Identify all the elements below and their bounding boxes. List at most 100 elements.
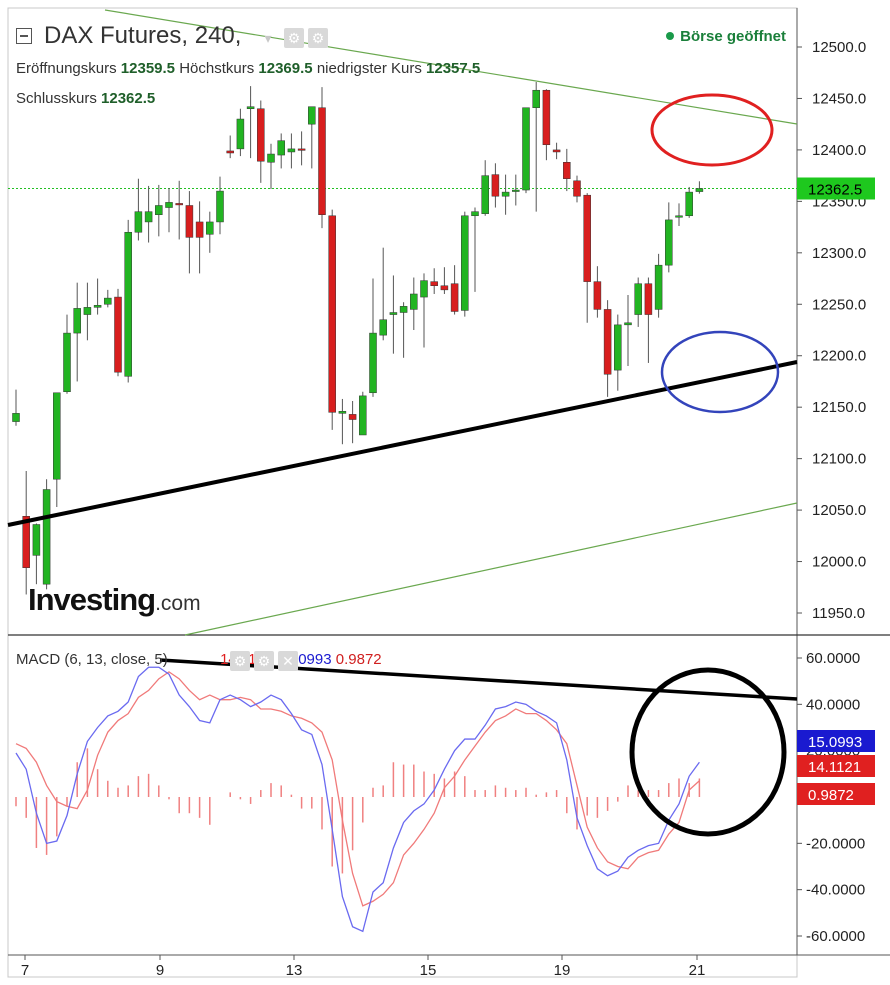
macd-tick-label: 40.0000 [806, 696, 860, 713]
candle-body [695, 188, 704, 192]
macd-header: MACD (6, 13, close, 5) 14.1121 15.0993 0… [16, 651, 382, 668]
candle-body [114, 296, 122, 373]
candle-body [440, 285, 449, 291]
macd-value-3: 0.9872 [335, 651, 382, 668]
lower-channel-line [184, 502, 798, 636]
candle-body [63, 332, 71, 392]
close-label: Schlusskurs [16, 90, 97, 107]
candle-body [22, 516, 30, 568]
candle-body [257, 108, 265, 162]
time-tick-label: 21 [689, 962, 706, 979]
candle-body [348, 414, 357, 420]
dropdown-icon[interactable]: ▾ [264, 30, 272, 46]
candle-body [216, 190, 224, 223]
candle-body [12, 413, 20, 422]
candle-body [491, 174, 500, 197]
macd-close-icon[interactable]: ✕ [278, 651, 298, 671]
candle-body [175, 203, 183, 206]
support-trend-line [7, 360, 798, 527]
candle-body [318, 107, 326, 215]
candle-body [277, 140, 285, 156]
macd-label: MACD (6, 13, close, 5) [16, 651, 168, 668]
chart-title: DAX Futures, 240, [44, 22, 242, 49]
candle-body [593, 281, 602, 310]
candle-body [389, 312, 398, 315]
time-tick-label: 13 [286, 962, 303, 979]
price-tick-label: 11950.0 [812, 605, 865, 622]
candle-body [359, 395, 367, 436]
candle-body [369, 332, 377, 394]
candle-body [185, 205, 194, 238]
candle-body [450, 283, 459, 312]
candle-body [634, 283, 642, 315]
close-row: Schlusskurs 12362.5 [16, 90, 155, 107]
candle-body [644, 283, 653, 315]
macd-value-badge-label: 0.9872 [808, 787, 854, 804]
settings-icon[interactable]: ⚙ [308, 28, 328, 48]
low-label: niedrigster Kurs [316, 60, 422, 77]
candle-body [542, 89, 551, 146]
candle-body [144, 211, 153, 223]
price-tick-label: 12100.0 [812, 451, 866, 468]
chart-frame [7, 7, 798, 978]
macd-value-badge [797, 730, 875, 752]
candle-body [624, 322, 632, 326]
candle-body [246, 106, 255, 109]
macd-value-badge [797, 755, 875, 777]
macd-tick-label: -20.0000 [806, 835, 865, 852]
candle-body [308, 106, 316, 125]
candle-body [32, 524, 41, 556]
candle-body [430, 281, 438, 286]
macd-value-badge-label: 15.0993 [808, 734, 862, 751]
gear-icon[interactable]: ⚙ [284, 28, 304, 48]
high-label: Höchstkurs [179, 60, 255, 77]
candle-body [124, 231, 132, 377]
candle-body [512, 189, 520, 192]
macd-value-badge-label: 14.1121 [808, 759, 861, 776]
price-tick-label: 12400.0 [812, 142, 866, 159]
signal-line [15, 671, 700, 907]
macd-tick-label: 60.0000 [806, 650, 860, 667]
candle-body [155, 205, 163, 215]
candle-body [42, 489, 51, 585]
time-tick-label: 15 [420, 962, 437, 979]
last-price-badge [797, 177, 875, 200]
candle-body [206, 221, 214, 235]
candle-body [522, 107, 530, 191]
logo-suffix: .com [155, 592, 201, 615]
time-tick-label: 9 [156, 962, 164, 979]
macd-line [15, 666, 700, 933]
price-tick-label: 12200.0 [812, 348, 866, 365]
ohlc-row: Eröffnungskurs 12359.5 Höchstkurs 12369.… [16, 60, 480, 77]
collapse-icon[interactable] [16, 28, 32, 44]
blue-circle-annotation [660, 330, 780, 414]
candle-body [53, 392, 61, 480]
candle-body [165, 202, 173, 208]
candle-body [675, 215, 683, 218]
candle-body [83, 307, 92, 315]
low-value: 12357.5 [426, 60, 481, 77]
macd-gear-icon[interactable]: ⚙ [230, 651, 250, 671]
price-tick-label: 12150.0 [812, 399, 866, 416]
candle-body [379, 319, 387, 336]
candle-body [236, 118, 245, 150]
market-status: Börse geöffnet [666, 28, 786, 45]
candle-body [471, 211, 479, 217]
macd-tick-label: -40.0000 [806, 882, 865, 899]
candle-body [338, 411, 347, 414]
price-tick-label: 12250.0 [812, 296, 866, 313]
candle-body [501, 191, 510, 197]
price-tick-label: 12500.0 [812, 39, 866, 56]
price-tick-label: 12450.0 [812, 90, 866, 107]
logo-main: Investing [28, 582, 156, 617]
open-value: 12359.5 [120, 60, 176, 77]
candle-body [481, 175, 489, 214]
candle-body [563, 162, 571, 179]
candle-body [73, 308, 81, 334]
candle-body [685, 191, 693, 217]
candle-body [226, 150, 234, 154]
macd-settings-icon[interactable]: ⚙ [254, 651, 274, 671]
candle-body [614, 324, 622, 371]
high-value: 12369.5 [258, 60, 313, 77]
candle-body [328, 215, 336, 413]
